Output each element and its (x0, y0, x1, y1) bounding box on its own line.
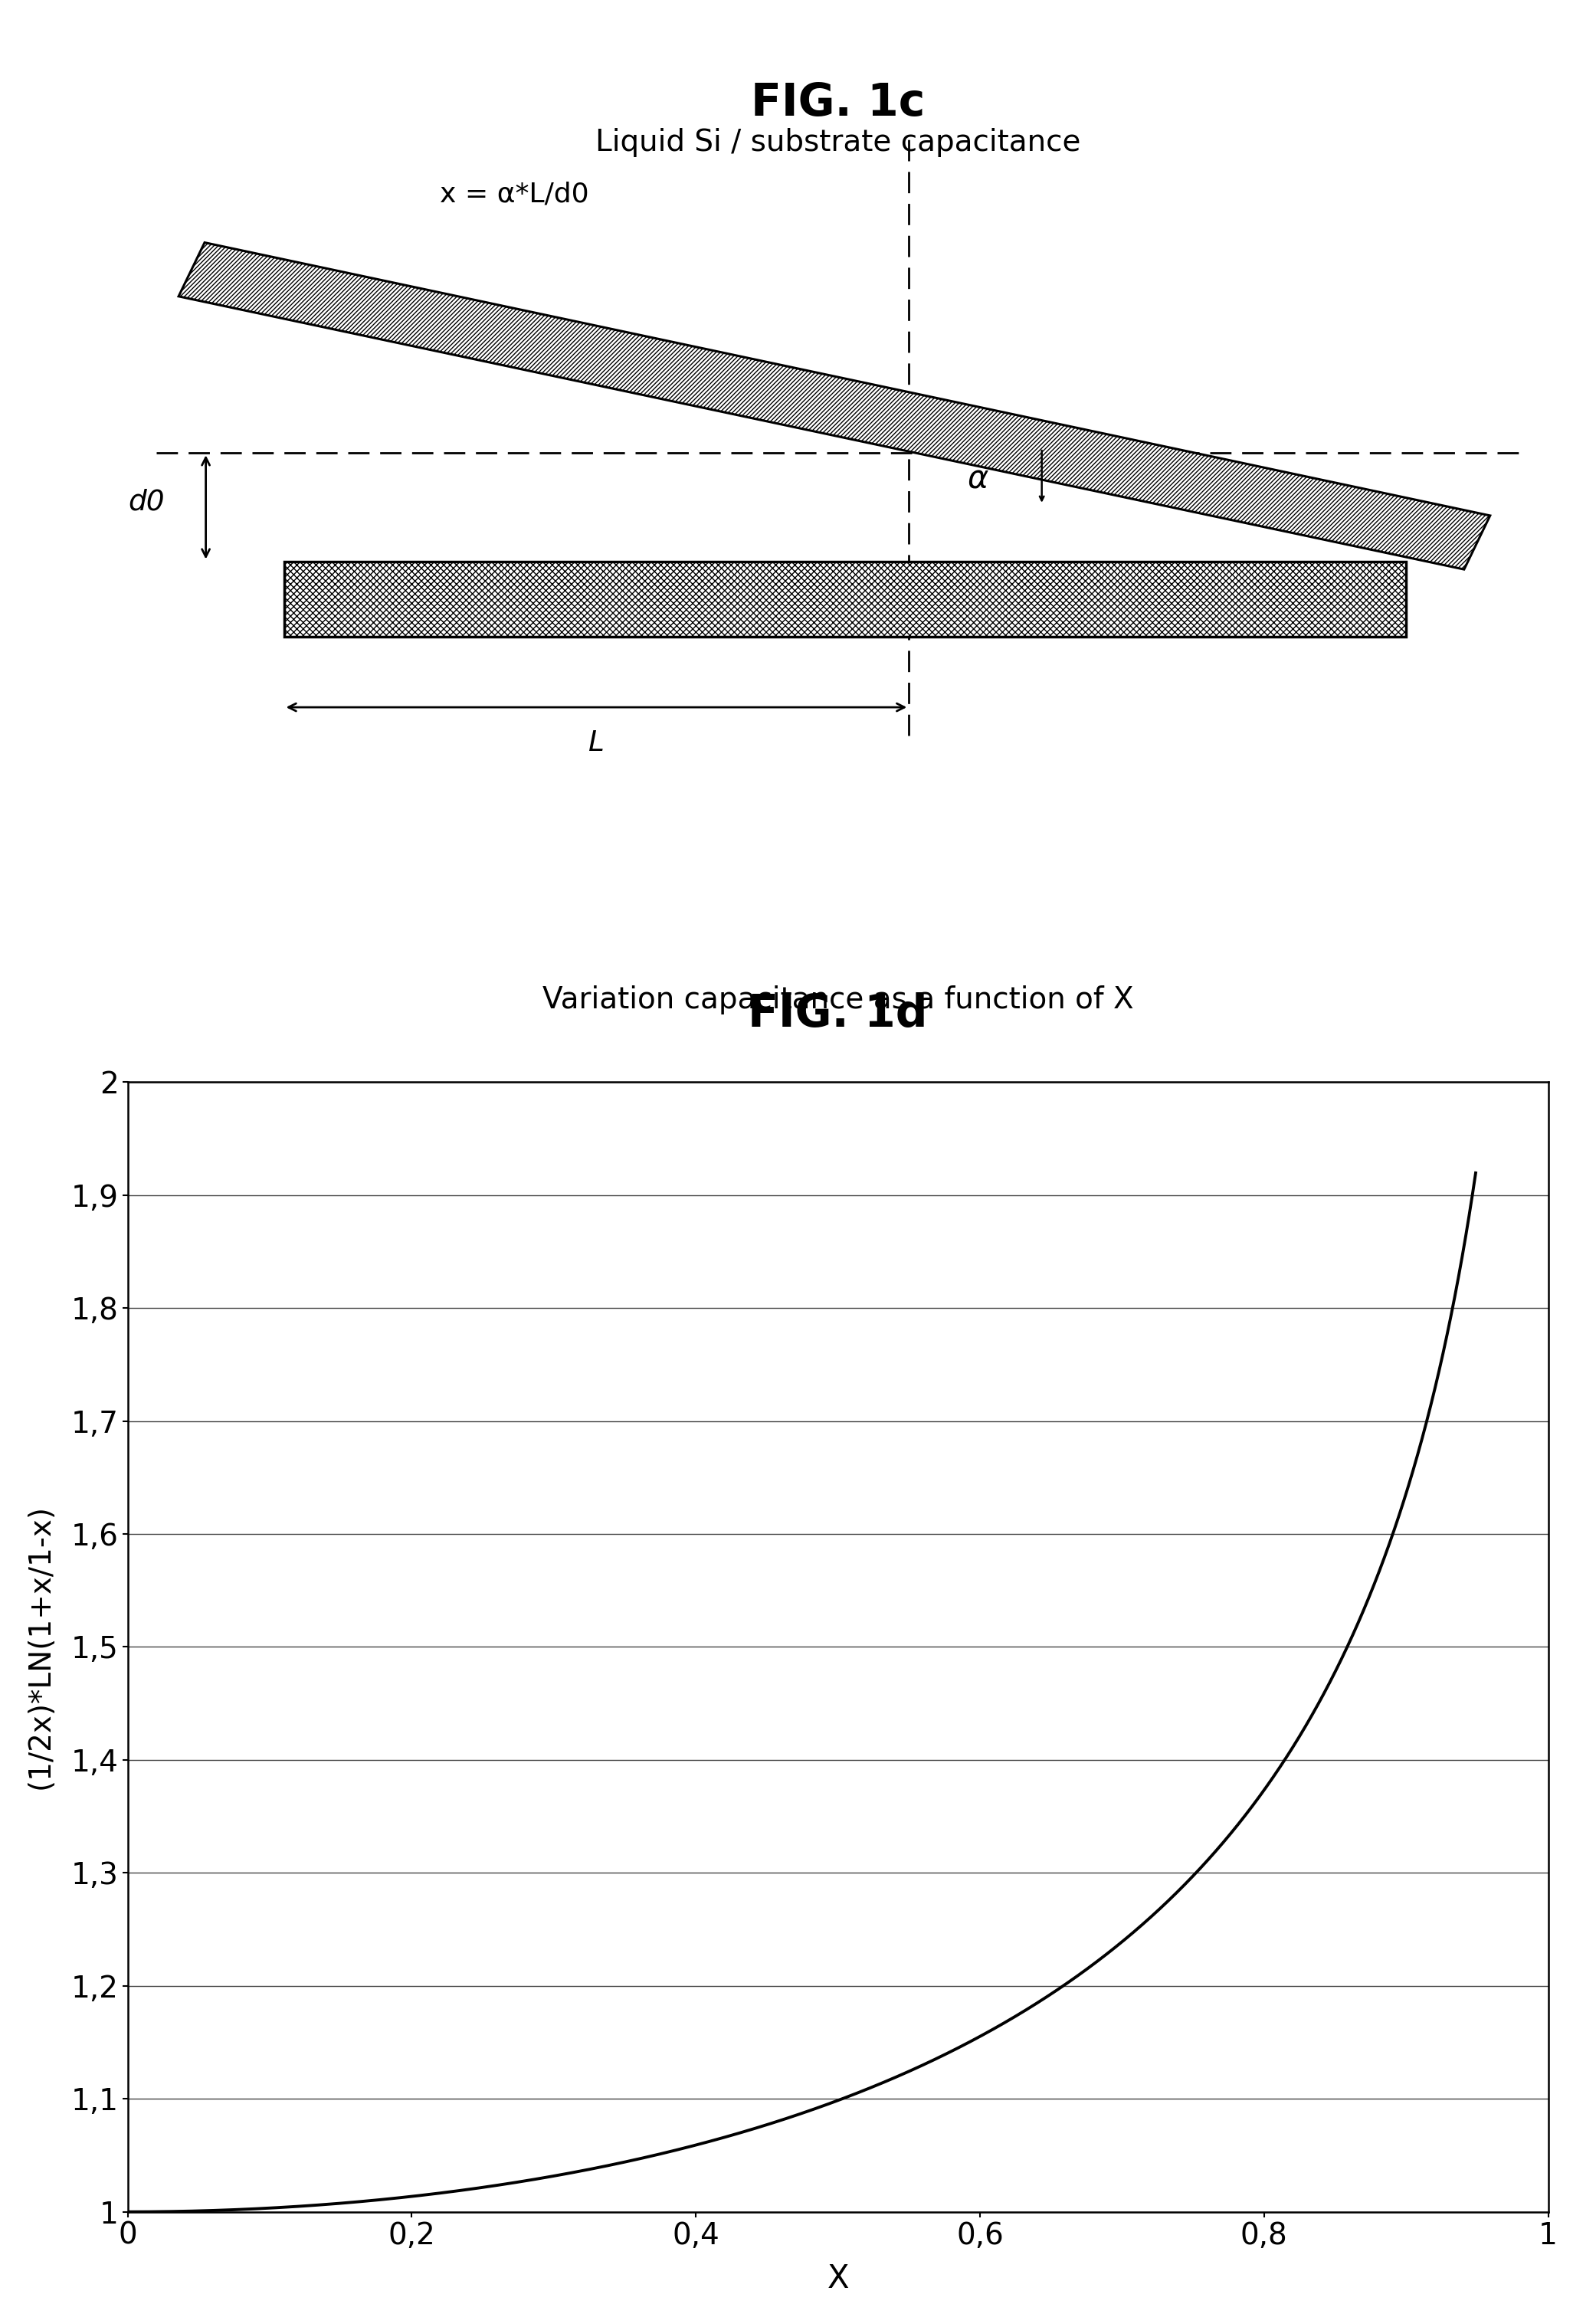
Text: Variation capacitance as a function of X: Variation capacitance as a function of X (543, 986, 1133, 1014)
Text: Liquid Si / substrate capacitance: Liquid Si / substrate capacitance (595, 129, 1080, 157)
Text: x = α*L/d0: x = α*L/d0 (440, 182, 589, 207)
Text: FIG. 1c: FIG. 1c (750, 81, 926, 124)
Text: d0: d0 (128, 488, 164, 516)
Text: L: L (589, 730, 605, 756)
Text: α: α (967, 463, 988, 495)
Title: FIG. 1d: FIG. 1d (749, 993, 927, 1037)
Bar (284, 562, 1406, 636)
X-axis label: X: X (827, 2263, 849, 2295)
Polygon shape (179, 242, 1491, 569)
Y-axis label: (1/2x)*LN(1+x/1-x): (1/2x)*LN(1+x/1-x) (26, 1505, 56, 1790)
